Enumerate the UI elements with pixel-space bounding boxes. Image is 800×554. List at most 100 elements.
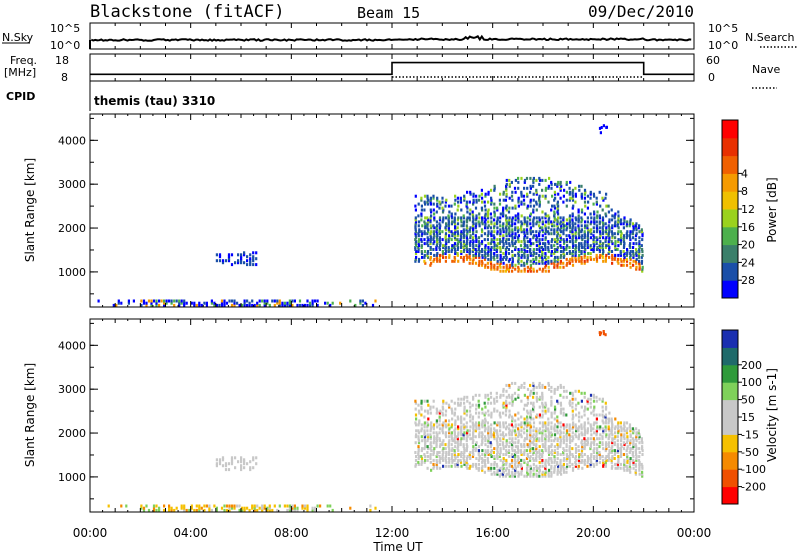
velocity-cell xyxy=(565,445,568,449)
power-cell xyxy=(595,200,598,204)
velocity-cell xyxy=(550,470,553,474)
power-cell xyxy=(535,220,539,224)
velocity-cell xyxy=(493,409,496,413)
velocity-cell xyxy=(175,506,178,510)
velocity-cell xyxy=(628,423,632,427)
velocity-cell xyxy=(571,455,574,458)
power-cell xyxy=(414,224,417,228)
power-cell xyxy=(577,214,580,218)
velocity-cell xyxy=(559,460,562,464)
power-cell xyxy=(535,252,538,255)
power-cell xyxy=(218,259,222,263)
power-cell xyxy=(444,236,447,240)
power-cell xyxy=(523,178,527,182)
power-cell xyxy=(457,216,460,220)
velocity-cell xyxy=(498,468,501,472)
velocity-cell xyxy=(608,449,611,453)
velocity-cell xyxy=(448,405,451,409)
power-cell xyxy=(640,230,644,234)
power-cell xyxy=(426,196,429,200)
velocity-cell xyxy=(454,464,457,468)
power-cell xyxy=(499,192,502,196)
power-cell xyxy=(602,230,605,234)
velocity-cell xyxy=(501,460,505,464)
velocity-cell xyxy=(590,411,593,415)
velocity-cell xyxy=(593,431,596,435)
power-cell xyxy=(550,246,553,249)
power-cell xyxy=(472,244,475,248)
velocity-cell xyxy=(266,508,269,512)
power-cell xyxy=(459,240,462,244)
power-cell xyxy=(547,186,550,190)
power-cell xyxy=(638,224,641,228)
power-cell xyxy=(447,248,450,251)
velocity-cell xyxy=(215,506,218,510)
x-tick-label: 04:00 xyxy=(173,526,208,540)
velocity-cell xyxy=(489,453,493,456)
power-cell xyxy=(511,230,514,234)
power-cell xyxy=(493,263,496,267)
velocity-cell xyxy=(553,457,556,460)
velocity-cell xyxy=(610,451,613,454)
velocity-cell xyxy=(575,449,578,453)
velocity-cell xyxy=(620,427,623,431)
power-cell xyxy=(523,236,526,240)
power-cell xyxy=(593,236,596,240)
velocity-cell xyxy=(641,474,644,478)
power-cell xyxy=(499,212,502,216)
power-cell xyxy=(454,250,457,253)
power-cell xyxy=(574,216,577,220)
velocity-cell xyxy=(513,474,516,478)
velocity-cell xyxy=(581,443,584,447)
velocity-cell xyxy=(478,427,481,431)
power-cell xyxy=(490,202,493,206)
velocity-cell xyxy=(619,466,622,470)
velocity-cell xyxy=(152,506,156,510)
velocity-cell xyxy=(578,457,581,460)
power-cell xyxy=(523,222,526,226)
velocity-cell xyxy=(514,431,517,435)
velocity-cell xyxy=(553,445,556,449)
power-cell xyxy=(234,261,237,265)
velocity-cell xyxy=(513,429,517,433)
velocity-cell xyxy=(607,421,610,425)
power-cell xyxy=(592,202,595,206)
velocity-cell xyxy=(451,455,454,458)
power-cell xyxy=(605,226,608,230)
power-cell xyxy=(457,204,460,208)
velocity-cell xyxy=(554,407,557,411)
velocity-cell xyxy=(619,462,622,466)
power-cell xyxy=(436,198,439,202)
velocity-cell xyxy=(517,472,520,476)
power-cell xyxy=(532,198,535,202)
velocity-cell xyxy=(517,470,520,474)
power-cell xyxy=(523,186,526,190)
velocity-cell xyxy=(432,449,435,453)
velocity-cell xyxy=(523,460,526,464)
power-cell xyxy=(538,220,541,224)
power-cell xyxy=(553,204,556,208)
power-cell xyxy=(541,246,544,249)
power-cell xyxy=(445,224,448,228)
velocity-cell xyxy=(487,429,490,433)
velocity-cell xyxy=(590,441,593,445)
velocity-cell xyxy=(628,425,631,429)
velocity-cell xyxy=(261,508,264,512)
power-cell xyxy=(475,236,478,240)
power-cell xyxy=(451,244,454,248)
power-cell xyxy=(256,301,259,305)
velocity-cell xyxy=(601,405,604,409)
power-cell xyxy=(417,232,420,236)
power-cbar-segment xyxy=(722,280,738,299)
velocity-cell xyxy=(535,395,538,399)
power-cell xyxy=(565,248,568,251)
velocity-cell xyxy=(595,413,598,417)
power-cell xyxy=(589,244,592,248)
power-cell xyxy=(529,226,532,230)
power-cell xyxy=(517,261,520,265)
velocity-cell xyxy=(535,447,538,451)
power-cell xyxy=(444,255,448,259)
velocity-cell xyxy=(208,508,211,512)
power-cell xyxy=(252,259,255,263)
power-cell xyxy=(556,222,559,226)
